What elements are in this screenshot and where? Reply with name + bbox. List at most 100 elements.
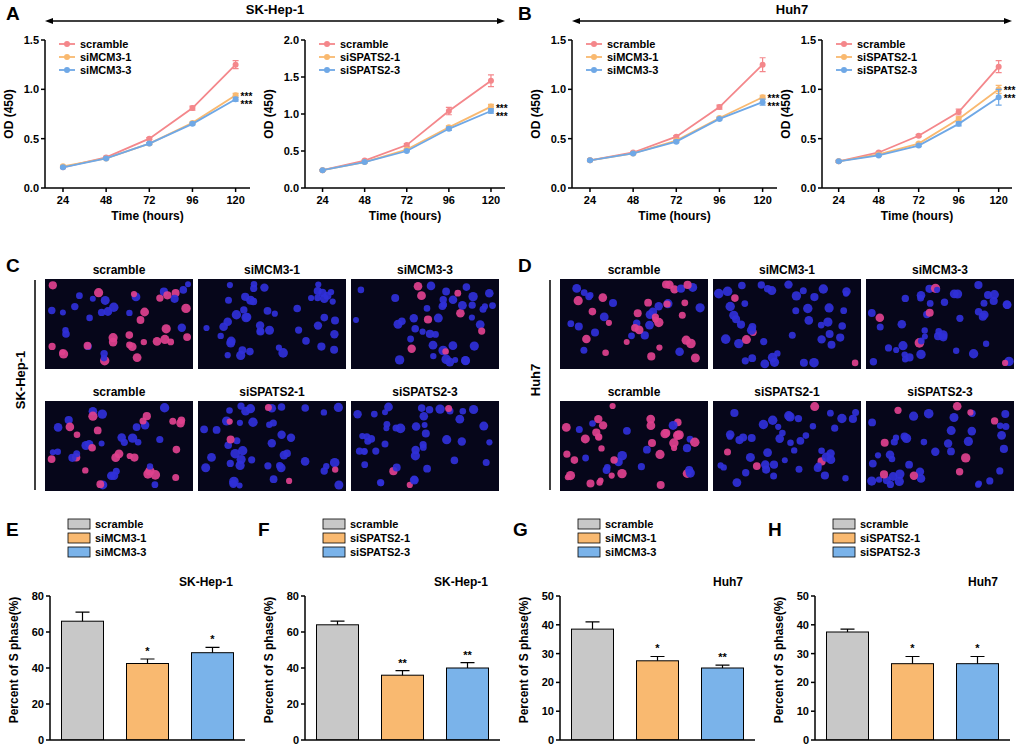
x-tick [322, 188, 324, 192]
x-tick [589, 188, 591, 192]
y-tick-label: 1.5 [551, 34, 566, 46]
nucleus [974, 281, 982, 289]
y-tick-label: 30 [797, 648, 809, 660]
nucleus [981, 300, 988, 307]
nucleus [414, 282, 423, 291]
error-bar [233, 61, 239, 69]
y-tick-label: 0.0 [24, 182, 39, 194]
header-line [50, 20, 500, 22]
x-tick [998, 188, 1000, 192]
nucleus [361, 448, 368, 455]
marker [630, 149, 636, 155]
error-bar [488, 109, 494, 113]
nucleus [775, 424, 781, 430]
significance: *** [241, 99, 253, 110]
nucleus [59, 349, 68, 358]
image-tile [351, 279, 499, 369]
y-tick [556, 682, 560, 684]
y-tick-label: 1.0 [284, 108, 299, 120]
nucleus [418, 404, 426, 412]
error-bar [971, 656, 985, 663]
legend-swatch [323, 547, 345, 557]
bar [382, 675, 424, 740]
nucleus [572, 284, 581, 293]
nucleus [99, 441, 105, 447]
nucleus [88, 444, 96, 452]
nucleus [609, 473, 615, 479]
nucleus [1003, 301, 1011, 309]
nucleus [330, 299, 336, 305]
bar-chart: ***01020304050Percent of S phase(%)Huh7s… [517, 518, 755, 745]
nucleus [983, 341, 989, 347]
nucleus [185, 281, 191, 287]
nucleus [655, 450, 664, 459]
nucleus [870, 358, 877, 365]
marker [103, 155, 109, 161]
y-tick-label: 0.5 [551, 133, 566, 145]
bar-chart: ****020406080Percent of S phase(%)SK-Hep… [262, 518, 500, 745]
legend-label: scramble [340, 38, 388, 50]
legend-marker [324, 54, 330, 60]
y-axis-label: OD (450) [529, 89, 543, 138]
nucleus [314, 321, 322, 329]
nucleus [420, 444, 427, 451]
marker [233, 62, 239, 68]
series-line [323, 111, 491, 170]
error-bar [586, 622, 600, 629]
legend-swatch [833, 533, 855, 543]
y-tick [301, 739, 305, 741]
legend-swatch [323, 533, 345, 543]
nucleus [126, 331, 134, 339]
y-tick-label: 40 [542, 619, 554, 631]
significance: * [655, 642, 660, 654]
bar [62, 621, 104, 740]
x-tick-label: 48 [627, 194, 639, 206]
plot-area [60, 61, 239, 171]
nucleus [749, 323, 757, 331]
nucleus [200, 425, 208, 433]
y-tick [811, 682, 815, 684]
nucleus [644, 299, 652, 307]
marker [60, 164, 66, 170]
nucleus [655, 302, 663, 310]
y-tick [301, 703, 305, 705]
x-tick-label: 48 [873, 194, 885, 206]
legend-swatch [578, 533, 600, 543]
bar [892, 664, 934, 740]
y-tick-label: 0 [803, 734, 809, 745]
nucleus [638, 463, 645, 470]
marker [404, 148, 410, 154]
panel-label: C [6, 255, 20, 276]
nucleus [358, 287, 365, 294]
nucleus [979, 313, 987, 321]
nucleus [587, 480, 595, 488]
y-tick [46, 739, 50, 741]
nucleus [1002, 423, 1009, 430]
nucleus [575, 323, 583, 331]
y-tick-label: 0.0 [284, 182, 299, 194]
y-tick-label: 1.0 [551, 83, 566, 95]
nucleus [902, 351, 908, 357]
panel-label: B [518, 3, 532, 24]
y-tick [301, 667, 305, 669]
marker [716, 116, 722, 122]
x-axis [50, 739, 245, 741]
nucleus [427, 282, 436, 291]
header-arrow [497, 18, 505, 24]
nucleus [956, 468, 963, 475]
legend-label: siMCM3-3 [95, 546, 146, 558]
nucleus [675, 348, 684, 357]
image-caption: scramble [93, 385, 146, 399]
bar [827, 632, 869, 740]
nucleus [652, 313, 659, 320]
error-bar [996, 61, 1002, 73]
y-tick [41, 89, 45, 91]
y-tick-label: 1.5 [284, 71, 299, 83]
nucleus [589, 308, 597, 316]
nucleus [126, 342, 133, 349]
nucleus [137, 316, 145, 324]
image-tile [351, 401, 499, 491]
nucleus [225, 297, 232, 304]
nucleus [88, 412, 97, 421]
nucleus [482, 303, 488, 309]
